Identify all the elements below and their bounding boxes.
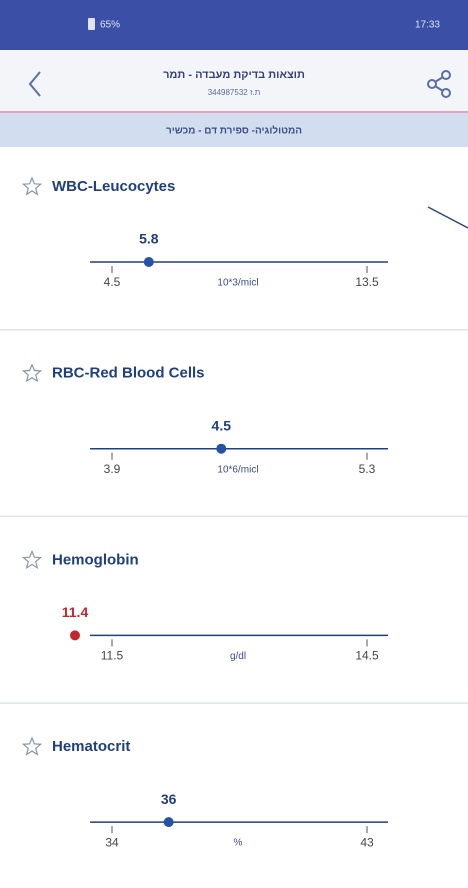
header-title: תוצאות בדיקת מעבדה - תמר [163, 69, 305, 81]
clock: 17:33 [415, 20, 440, 31]
screen: 65% 17:33 תוצאות בדיקת מעבדה - תמר ת.ז 3… [0, 0, 468, 888]
range-label: 4.5 [104, 275, 121, 289]
value-dot [216, 444, 226, 454]
value-label: 5.8 [139, 231, 159, 247]
value-dot [70, 630, 80, 640]
app-header [0, 50, 468, 112]
range-label: 11.5 [101, 649, 124, 663]
test-name: WBC-Leucocytes [52, 178, 175, 195]
value-dot [144, 257, 154, 267]
range-label: 13.5 [355, 275, 379, 289]
range-label: 34 [105, 835, 119, 849]
unit-label: 10*6/micl [217, 464, 258, 475]
test-name: Hematocrit [52, 738, 130, 755]
value-label: 36 [161, 791, 177, 807]
unit-label: % [234, 838, 243, 849]
battery-text: 65% [100, 20, 120, 31]
header-divider [0, 111, 468, 113]
value-label: 11.4 [62, 604, 89, 620]
range-label: 5.3 [359, 462, 376, 476]
range-label: 43 [360, 835, 374, 849]
value-label: 4.5 [212, 417, 232, 433]
test-name: Hemoglobin [52, 551, 139, 568]
value-dot [164, 817, 174, 827]
status-bar [0, 0, 468, 50]
section-title: המטולוגיה- ספירת דם - מכשיר [166, 125, 302, 137]
unit-label: g/dl [230, 651, 246, 662]
test-name: RBC-Red Blood Cells [52, 365, 205, 382]
range-label: 3.9 [104, 462, 121, 476]
battery-icon [88, 18, 95, 30]
unit-label: 10*3/micl [217, 278, 258, 289]
header-subtitle: ת.ז 344987532 [208, 88, 261, 97]
range-label: 14.5 [355, 649, 379, 663]
